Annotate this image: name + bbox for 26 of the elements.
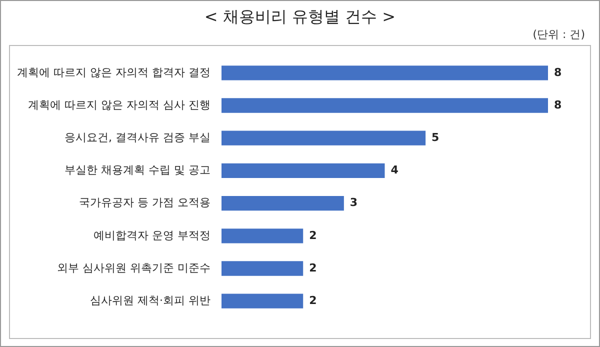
y-tick-label: 계획에 따르지 않은 자의적 합격자 결정 <box>17 66 210 79</box>
bar <box>221 98 548 113</box>
data-label: 4 <box>390 164 399 177</box>
bar <box>221 196 344 211</box>
chart-subtitle: (단위 : 건) <box>532 27 585 42</box>
data-label: 2 <box>309 261 317 274</box>
data-label: 2 <box>309 228 317 242</box>
data-label: 3 <box>350 196 358 210</box>
data-label: 8 <box>554 66 562 79</box>
y-tick-label: 국가유공자 등 가점 오적용 <box>78 196 210 210</box>
bar <box>221 261 304 276</box>
y-tick-label: 응시요건, 결격사유 검증 부실 <box>64 130 210 144</box>
y-tick-label: 부실한 채용계획 수립 및 공고 <box>64 164 210 177</box>
chart-title: < 채용비리 유형별 건수 > <box>203 7 397 28</box>
data-label: 2 <box>309 294 317 307</box>
bar <box>221 163 385 178</box>
y-tick-label: 외부 심사위원 위촉기준 미준수 <box>56 261 210 274</box>
bar <box>221 66 548 80</box>
y-tick-label: 계획에 따르지 않은 자의적 심사 진행 <box>28 98 210 112</box>
data-label: 8 <box>554 98 562 112</box>
y-tick-label: 예비합격자 운영 부적정 <box>93 228 210 242</box>
bar <box>221 130 426 146</box>
data-label: 5 <box>432 130 440 144</box>
bar <box>221 228 304 244</box>
bar <box>221 294 304 308</box>
y-tick-label: 심사위원 제척·회피 위반 <box>90 294 210 307</box>
